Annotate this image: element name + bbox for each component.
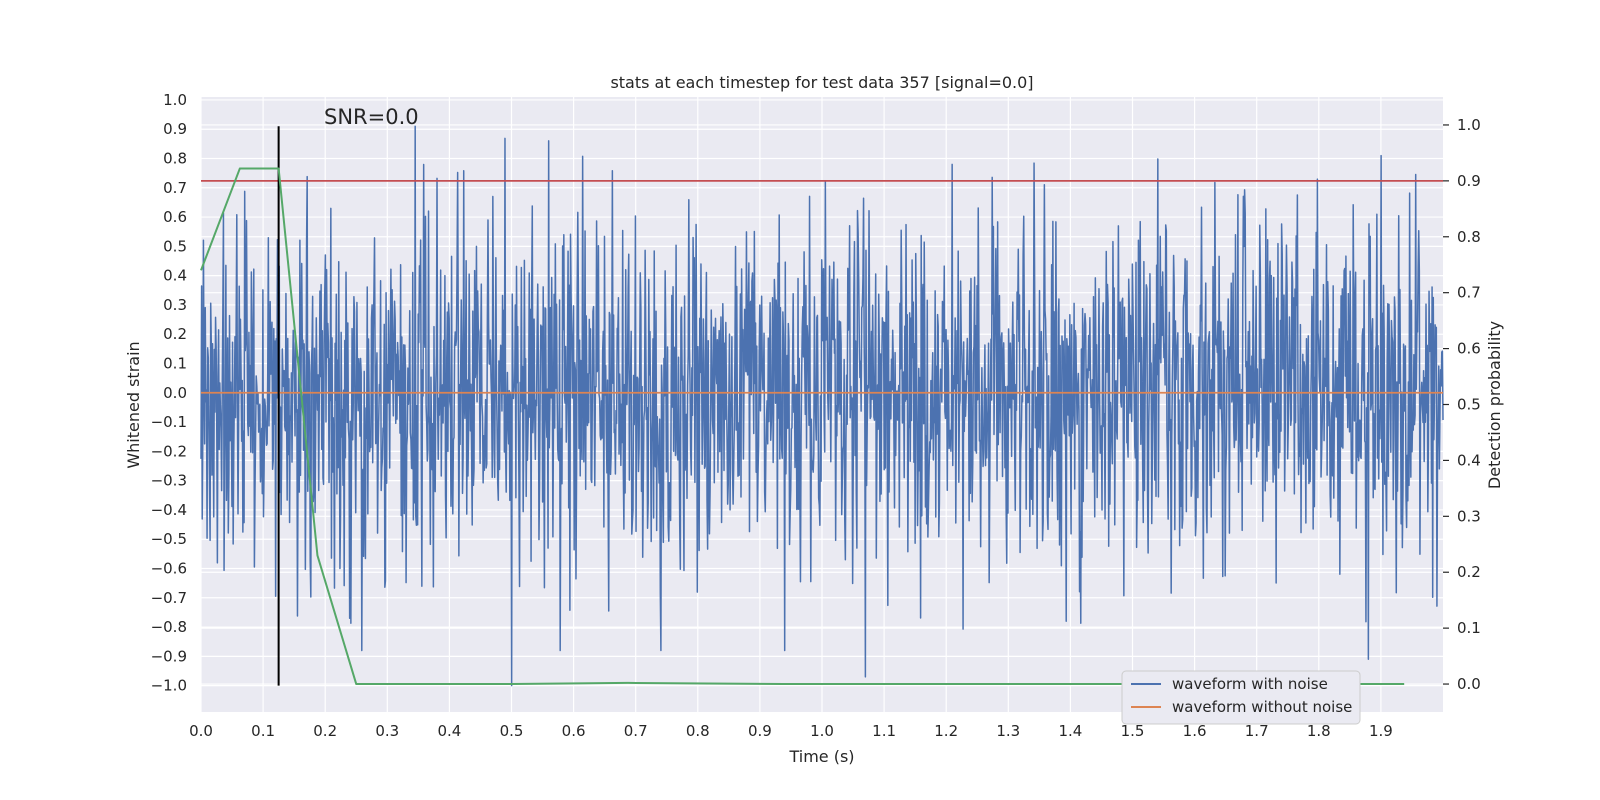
x-tick-label: 0.1 bbox=[251, 722, 275, 740]
x-tick-label: 1.3 bbox=[996, 722, 1020, 740]
y2-tick-label: 0.5 bbox=[1457, 396, 1481, 414]
y2-axis-label: Detection probability bbox=[1485, 321, 1504, 489]
y-axis-left: 1.0 0.9 0.8 0.7 0.6 0.5 0.4 0.3 0.2 0.1 0.0 −0.1 −0.… bbox=[151, 91, 187, 695]
x-tick-label: 0.6 bbox=[562, 722, 586, 740]
y-tick-label: −0.5 bbox=[151, 530, 187, 548]
x-tick-label: 1.6 bbox=[1183, 722, 1207, 740]
y-tick-label: −0.1 bbox=[151, 413, 187, 431]
x-tick-label: 0.4 bbox=[437, 722, 461, 740]
y-tick-label: 0.3 bbox=[163, 296, 187, 314]
y-tick-label: 0.8 bbox=[163, 150, 187, 168]
x-tick-label: 1.8 bbox=[1307, 722, 1331, 740]
x-tick-label: 1.0 bbox=[810, 722, 834, 740]
x-tick-label: 0.5 bbox=[500, 722, 524, 740]
y2-tick-label: 0.7 bbox=[1457, 284, 1481, 302]
x-tick-label: 0.7 bbox=[624, 722, 648, 740]
x-tick-label: 1.7 bbox=[1245, 722, 1269, 740]
x-tick-label: 0.8 bbox=[686, 722, 710, 740]
y2-tick-label: 0.6 bbox=[1457, 340, 1481, 358]
x-tick-label: 0.9 bbox=[748, 722, 772, 740]
x-tick-label: 1.9 bbox=[1369, 722, 1393, 740]
legend-label-noise: waveform with noise bbox=[1172, 675, 1328, 693]
x-tick-label: 0.3 bbox=[375, 722, 399, 740]
y-tick-label: −0.6 bbox=[151, 560, 187, 578]
y2-tick-label: 0.1 bbox=[1457, 619, 1481, 637]
series-waveform-with-noise bbox=[200, 125, 1444, 687]
y-tick-label: 0.0 bbox=[163, 384, 187, 402]
y-tick-label: −0.9 bbox=[151, 647, 187, 665]
x-tick-label: 1.5 bbox=[1121, 722, 1145, 740]
legend-box bbox=[1121, 670, 1361, 725]
x-tick-label: 1.1 bbox=[872, 722, 896, 740]
y2-tick-label: 1.0 bbox=[1457, 116, 1481, 134]
x-tick-label: 1.2 bbox=[934, 722, 958, 740]
y-tick-label: −0.3 bbox=[151, 472, 187, 490]
y-tick-label: 0.4 bbox=[163, 267, 187, 285]
y-tick-label: 0.6 bbox=[163, 208, 187, 226]
x-tick-label: 0.0 bbox=[189, 722, 213, 740]
y-tick-label: −0.7 bbox=[151, 589, 187, 607]
y-tick-label: 0.2 bbox=[163, 325, 187, 343]
x-tick-label: 1.4 bbox=[1058, 722, 1082, 740]
legend: waveform with noise waveform without noi… bbox=[1121, 670, 1361, 725]
x-tick-label: 0.2 bbox=[313, 722, 337, 740]
y-tick-label: 1.0 bbox=[163, 91, 187, 109]
y2-tick-label: 0.9 bbox=[1457, 172, 1481, 190]
x-axis: 0.0 0.1 0.2 0.3 0.4 0.5 0.6 0.7 0.8 0.9 1.0 1.1 1.2 1… bbox=[189, 722, 1393, 740]
y-tick-label: −0.2 bbox=[151, 442, 187, 460]
y-tick-label: 0.1 bbox=[163, 355, 187, 373]
y-axis-label: Whitened strain bbox=[124, 341, 143, 468]
y2-tick-label: 0.8 bbox=[1457, 228, 1481, 246]
y-tick-label: 0.7 bbox=[163, 179, 187, 197]
y-tick-label: −1.0 bbox=[151, 677, 187, 695]
y-axis-right: 1.0 0.9 0.8 0.7 0.6 0.5 0.4 0.3 0.2 0.1 0.0 bbox=[1443, 116, 1481, 693]
x-axis-label: Time (s) bbox=[788, 747, 854, 766]
y2-tick-label: 0.0 bbox=[1457, 675, 1481, 693]
y-tick-label: 0.5 bbox=[163, 237, 187, 255]
y2-tick-label: 0.2 bbox=[1457, 563, 1481, 581]
legend-label-clean: waveform without noise bbox=[1172, 698, 1352, 716]
y-tick-label: −0.4 bbox=[151, 501, 187, 519]
snr-annotation: SNR=0.0 bbox=[324, 105, 419, 129]
y-tick-label: −0.8 bbox=[151, 618, 187, 636]
y2-tick-label: 0.3 bbox=[1457, 507, 1481, 525]
y2-tick-label: 0.4 bbox=[1457, 451, 1481, 469]
y-tick-label: 0.9 bbox=[163, 120, 187, 138]
chart-title: stats at each timestep for test data 357… bbox=[610, 73, 1033, 92]
